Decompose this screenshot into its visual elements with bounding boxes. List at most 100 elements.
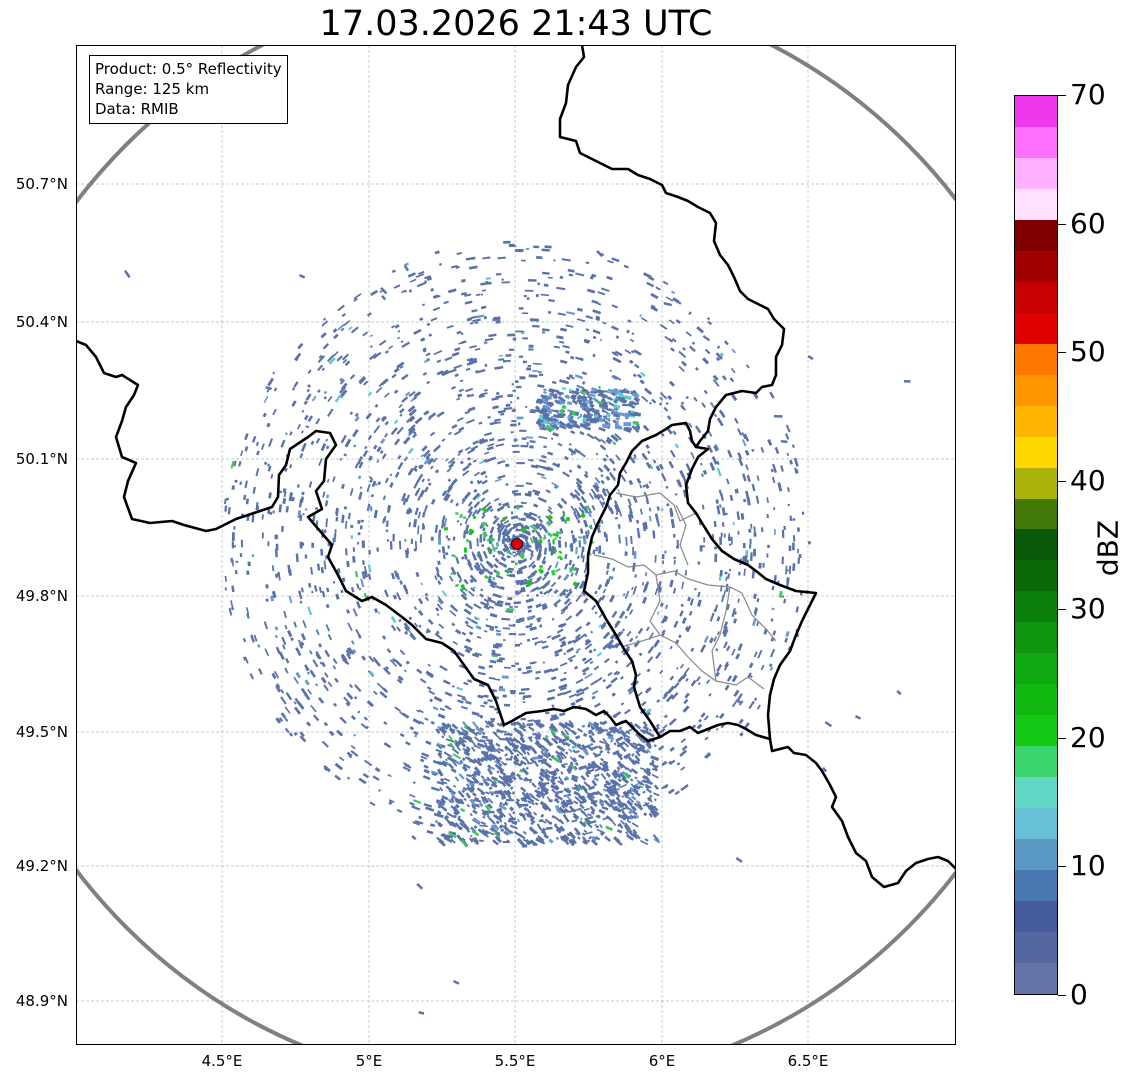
echo-pixel: [724, 661, 729, 668]
echo-pixel: [475, 494, 482, 500]
echo-pixel: [601, 806, 609, 811]
echo-pixel: [526, 638, 531, 642]
echo-pixel: [472, 792, 477, 797]
echo-pixel: [291, 400, 297, 407]
echo-pixel: [510, 560, 515, 564]
lat-label-49.5: 49.5°N: [15, 723, 68, 741]
echo-pixel: [590, 725, 595, 730]
echo-pixel: [465, 792, 471, 799]
echo-pixel: [561, 640, 566, 645]
echo-pixel: [642, 522, 647, 532]
echo-pixel: [381, 415, 388, 423]
echo-pixel: [697, 591, 701, 598]
echo-pixel: [297, 639, 304, 649]
echo-pixel: [667, 395, 673, 401]
radar-map[interactable]: [76, 45, 956, 1045]
echo-pixel: [770, 648, 776, 658]
echo-pixel: [462, 470, 470, 477]
echo-pixel: [470, 445, 479, 451]
echo-pixel: [462, 729, 469, 734]
echo-pixel: [535, 522, 541, 529]
echo-pixel: [610, 726, 620, 733]
echo-pixel: [468, 837, 474, 843]
echo-pixel: [348, 647, 355, 655]
echo-pixel: [602, 457, 608, 462]
echo-pixel: [393, 367, 400, 373]
echo-pixel: [465, 257, 473, 261]
echo-pixel: [673, 559, 676, 565]
echo-pixel: [762, 562, 765, 568]
echo-pixel: [306, 671, 310, 675]
echo-pixel: [536, 256, 543, 260]
echo-pixel: [608, 798, 612, 802]
echo-pixel: [294, 352, 302, 361]
echo-pixel: [600, 438, 607, 444]
echo-pixel: [370, 289, 378, 297]
echo-pixel: [503, 407, 513, 411]
echo-pixel: [592, 353, 596, 358]
echo-pixel: [745, 450, 750, 456]
echo-pixel: [517, 833, 526, 840]
echo-pixel: [697, 561, 701, 565]
echo-pixel: [588, 730, 593, 735]
echo-pixel: [413, 730, 419, 736]
echo-pixel: [795, 606, 799, 613]
map-panel[interactable]: Product: 0.5° Reflectivity Range: 125 km…: [76, 45, 956, 1045]
echo-pixel: [578, 795, 588, 803]
echo-pixel: [419, 489, 426, 498]
echo-pixel: [586, 288, 596, 294]
echo-pixel: [572, 581, 578, 587]
colorbar-segment: [1015, 715, 1057, 747]
echo-pixel: [527, 736, 533, 743]
echo-pixel: [532, 523, 539, 530]
echo-pixel: [503, 543, 510, 551]
echo-pixel: [548, 299, 555, 303]
echo-pixel: [655, 286, 661, 291]
echo-pixel: [445, 785, 453, 793]
echo-pixel: [548, 757, 553, 761]
echo-pixel: [386, 505, 392, 513]
echo-pixel: [750, 523, 753, 529]
echo-pixel: [584, 400, 591, 405]
echo-pixel: [367, 434, 373, 441]
echo-pixel: [614, 620, 621, 627]
echo-pixel: [538, 722, 544, 727]
echo-pixel: [647, 797, 653, 803]
echo-pixel: [235, 560, 239, 563]
echo-pixel: [452, 980, 460, 985]
echo-pixel: [604, 741, 611, 748]
echo-pixel: [438, 802, 442, 806]
echo-pixel: [755, 495, 760, 504]
echo-pixel: [480, 756, 488, 762]
echo-pixel: [367, 391, 373, 397]
echo-pixel: [468, 631, 474, 636]
echo-pixel: [615, 417, 620, 421]
echo-pixel: [617, 488, 621, 493]
echo-pixel: [567, 654, 576, 661]
echo-pixel: [508, 545, 513, 550]
echo-pixel: [557, 463, 561, 467]
echo-pixel: [485, 791, 490, 795]
echo-pixel: [522, 830, 527, 835]
echo-pixel: [667, 788, 675, 795]
echo-pixel: [444, 356, 453, 362]
echo-pixel: [673, 620, 679, 628]
echo-pixel: [450, 805, 456, 810]
echo-pixel: [569, 838, 576, 845]
echo-pixel: [460, 593, 468, 601]
echo-pixel: [632, 811, 638, 816]
echo-pixel: [420, 337, 426, 342]
echo-pixel: [565, 799, 572, 803]
radar-site-marker[interactable]: [511, 538, 523, 550]
echo-pixel: [427, 482, 432, 487]
echo-pixel: [316, 563, 321, 571]
echo-pixel: [437, 580, 442, 585]
echo-pixel: [349, 488, 354, 496]
echo-pixel: [658, 402, 663, 406]
echo-pixel: [572, 749, 577, 754]
echo-pixel: [585, 391, 590, 396]
echo-pixel: [434, 250, 440, 255]
colorbar-segment: [1015, 157, 1057, 189]
echo-pixel: [699, 644, 707, 653]
echo-pixel: [358, 377, 367, 385]
